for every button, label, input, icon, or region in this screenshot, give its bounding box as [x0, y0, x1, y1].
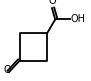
Text: O: O	[48, 0, 56, 6]
Text: OH: OH	[70, 14, 85, 24]
Text: O: O	[3, 65, 11, 75]
